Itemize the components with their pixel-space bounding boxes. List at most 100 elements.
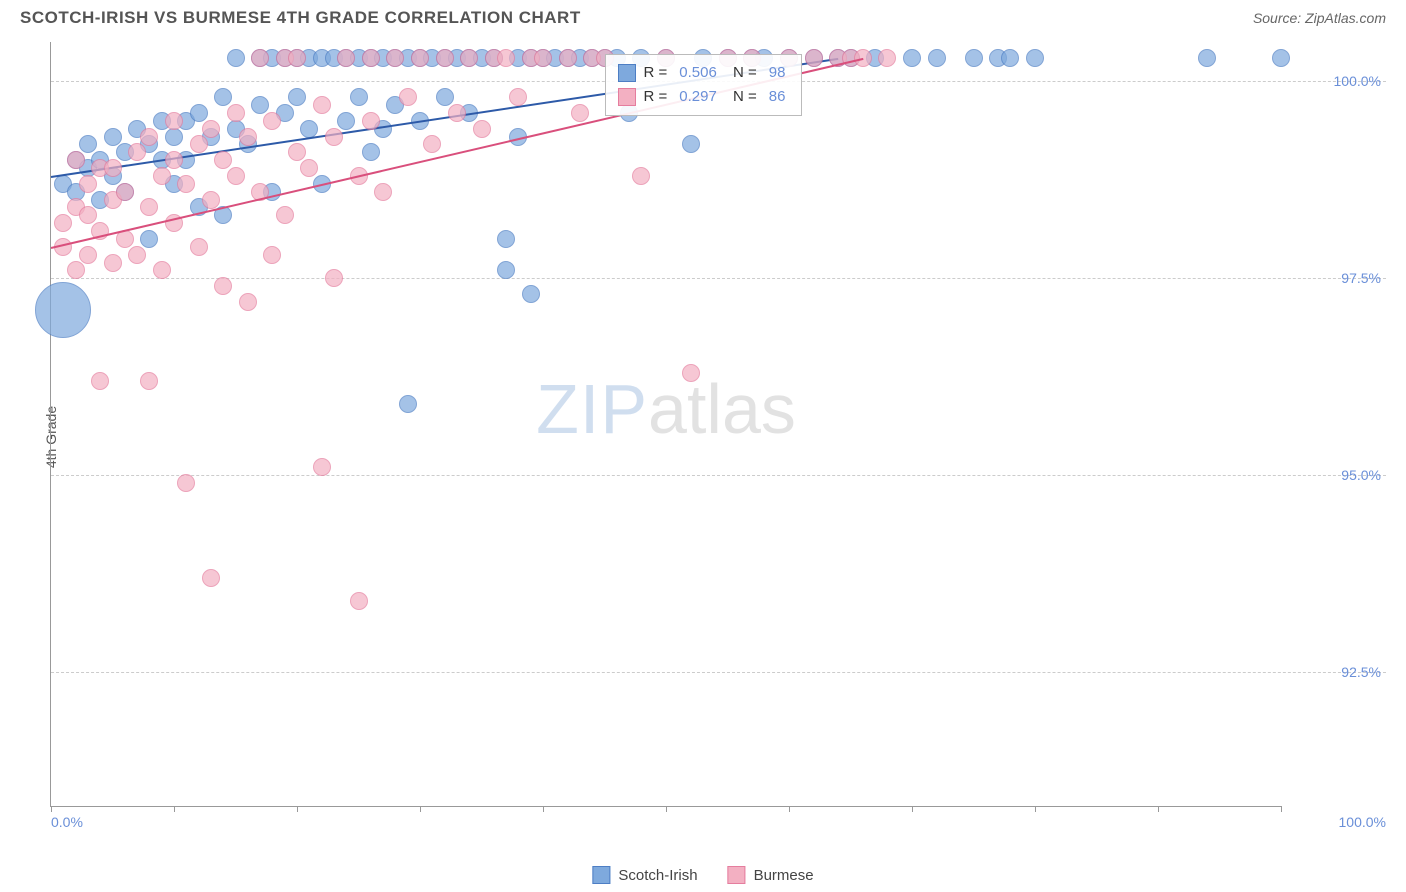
legend-label: Scotch-Irish xyxy=(618,867,697,884)
stat-r-label: R = xyxy=(644,85,668,109)
data-point xyxy=(276,206,294,224)
data-point xyxy=(214,277,232,295)
data-point xyxy=(79,246,97,264)
data-point xyxy=(300,159,318,177)
data-point xyxy=(91,372,109,390)
legend-swatch xyxy=(618,88,636,106)
data-point xyxy=(251,49,269,67)
data-point xyxy=(263,246,281,264)
stats-legend-row: R = 0.506 N = 98 xyxy=(618,61,790,85)
data-point xyxy=(263,112,281,130)
stat-n-value: 98 xyxy=(769,61,786,85)
data-point xyxy=(177,175,195,193)
data-point xyxy=(965,49,983,67)
watermark-zip: ZIP xyxy=(536,370,648,448)
x-tick xyxy=(1035,806,1036,812)
data-point xyxy=(165,128,183,146)
stat-r-label: R = xyxy=(644,61,668,85)
data-point xyxy=(386,49,404,67)
plot-container: 4th Grade ZIPatlas 92.5%95.0%97.5%100.0%… xyxy=(50,42,1386,832)
data-point xyxy=(227,49,245,67)
data-point xyxy=(227,104,245,122)
x-tick xyxy=(297,806,298,812)
data-point xyxy=(288,88,306,106)
bottom-legend: Scotch-Irish Burmese xyxy=(592,866,813,884)
data-point xyxy=(632,167,650,185)
data-point xyxy=(239,128,257,146)
legend-swatch xyxy=(618,64,636,82)
data-point xyxy=(571,104,589,122)
data-point xyxy=(497,230,515,248)
x-tick xyxy=(912,806,913,812)
data-point xyxy=(214,151,232,169)
y-tick-label: 95.0% xyxy=(1291,467,1381,483)
data-point xyxy=(79,206,97,224)
x-tick xyxy=(543,806,544,812)
chart-header: SCOTCH-IRISH VS BURMESE 4TH GRADE CORREL… xyxy=(0,0,1406,32)
data-point xyxy=(423,135,441,153)
x-tick xyxy=(666,806,667,812)
y-tick-label: 92.5% xyxy=(1291,664,1381,680)
x-tick xyxy=(1158,806,1159,812)
stat-n-label: N = xyxy=(729,85,757,109)
grid-line xyxy=(51,475,1386,476)
x-tick xyxy=(174,806,175,812)
grid-line xyxy=(51,672,1386,673)
legend-swatch xyxy=(592,866,610,884)
data-point xyxy=(350,88,368,106)
stat-r-value: 0.506 xyxy=(679,61,717,85)
data-point xyxy=(436,88,454,106)
data-point xyxy=(202,569,220,587)
data-point xyxy=(522,285,540,303)
data-point xyxy=(79,175,97,193)
data-point xyxy=(227,167,245,185)
data-point xyxy=(411,49,429,67)
data-point xyxy=(460,49,478,67)
y-tick-label: 100.0% xyxy=(1291,73,1381,89)
data-point xyxy=(497,261,515,279)
data-point xyxy=(104,159,122,177)
legend-label: Burmese xyxy=(754,867,814,884)
data-point xyxy=(239,293,257,311)
stats-legend-row: R = 0.297 N = 86 xyxy=(618,85,790,109)
stat-n-label: N = xyxy=(729,61,757,85)
data-point xyxy=(903,49,921,67)
data-point xyxy=(399,88,417,106)
x-tick xyxy=(51,806,52,812)
data-point xyxy=(128,143,146,161)
data-point xyxy=(140,230,158,248)
x-axis-min-label: 0.0% xyxy=(51,814,83,830)
data-point xyxy=(805,49,823,67)
data-point xyxy=(153,261,171,279)
data-point xyxy=(559,49,577,67)
data-point xyxy=(165,112,183,130)
data-point xyxy=(1026,49,1044,67)
data-point xyxy=(67,151,85,169)
data-point xyxy=(116,183,134,201)
data-point xyxy=(288,49,306,67)
data-point xyxy=(104,128,122,146)
grid-line xyxy=(51,278,1386,279)
data-point xyxy=(362,112,380,130)
data-point xyxy=(214,88,232,106)
y-tick-label: 97.5% xyxy=(1291,270,1381,286)
data-point xyxy=(128,246,146,264)
chart-title: SCOTCH-IRISH VS BURMESE 4TH GRADE CORREL… xyxy=(20,8,581,28)
x-axis-max-label: 100.0% xyxy=(1339,814,1386,830)
data-point xyxy=(153,167,171,185)
data-point xyxy=(854,49,872,67)
plot-area: ZIPatlas 92.5%95.0%97.5%100.0%0.0%100.0%… xyxy=(50,42,1281,807)
data-point xyxy=(190,135,208,153)
data-point xyxy=(682,135,700,153)
stat-n-value: 86 xyxy=(769,85,786,109)
watermark-atlas: atlas xyxy=(648,370,796,448)
data-point xyxy=(251,96,269,114)
x-tick xyxy=(1281,806,1282,812)
data-point xyxy=(436,49,454,67)
data-point xyxy=(325,269,343,287)
data-point xyxy=(350,592,368,610)
data-point xyxy=(362,143,380,161)
stat-r-value: 0.297 xyxy=(679,85,717,109)
data-point xyxy=(337,112,355,130)
data-point xyxy=(190,238,208,256)
